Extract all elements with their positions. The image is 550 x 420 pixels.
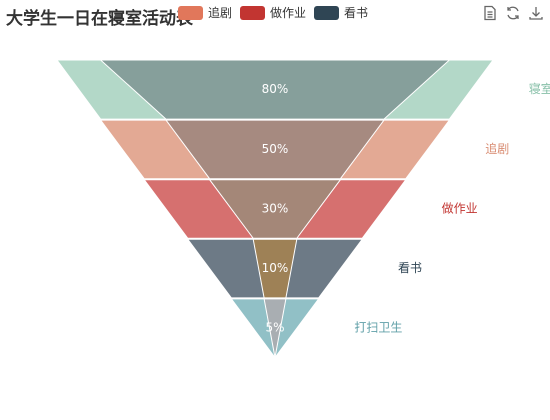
inner-funnel-segment-2[interactable]	[208, 179, 342, 239]
inner-segment-label-3: 10%	[262, 261, 289, 275]
outer-segment-label-0: 寝室打游戏	[529, 81, 550, 96]
data-view-icon[interactable]	[482, 5, 498, 21]
inner-funnel-segment-3[interactable]	[252, 238, 298, 299]
legend-item-kanshu[interactable]: 看书	[314, 4, 368, 21]
inner-segment-label-2: 30%	[262, 202, 289, 216]
legend-label-zuozuoye: 做作业	[270, 6, 307, 20]
legend-label-kanshu: 看书	[344, 6, 369, 20]
legend-swatch-zhuiju	[178, 5, 203, 20]
legend-item-zuozuoye[interactable]: 做作业	[240, 4, 306, 21]
inner-segment-label-4: 5%	[265, 321, 284, 335]
restore-icon[interactable]	[505, 5, 521, 21]
legend-swatch-zuozuoye	[240, 5, 266, 20]
legend-item-zhuiju[interactable]: 追剧	[178, 4, 232, 21]
outer-segment-label-3: 看书	[398, 261, 422, 275]
legend-swatch-kanshu	[314, 5, 340, 20]
inner-segment-label-0: 80%	[262, 82, 289, 96]
inner-segment-label-1: 50%	[262, 142, 289, 156]
outer-segment-label-1: 追剧	[485, 141, 509, 156]
chart-title: 大学生一日在寝室活动表	[6, 9, 193, 29]
legend-label-zhuiju: 追剧	[208, 6, 233, 20]
outer-segment-label-2: 做作业	[442, 201, 478, 216]
save-image-icon[interactable]	[528, 5, 544, 21]
toolbox	[482, 5, 544, 21]
inner-funnel-segment-0[interactable]	[99, 59, 451, 120]
inner-funnel-segment-4[interactable]	[263, 298, 287, 358]
inner-funnel-segment-1[interactable]	[165, 119, 385, 180]
legend: 追剧 做作业 看书	[178, 4, 368, 21]
outer-segment-label-4: 打扫卫生	[354, 321, 402, 335]
